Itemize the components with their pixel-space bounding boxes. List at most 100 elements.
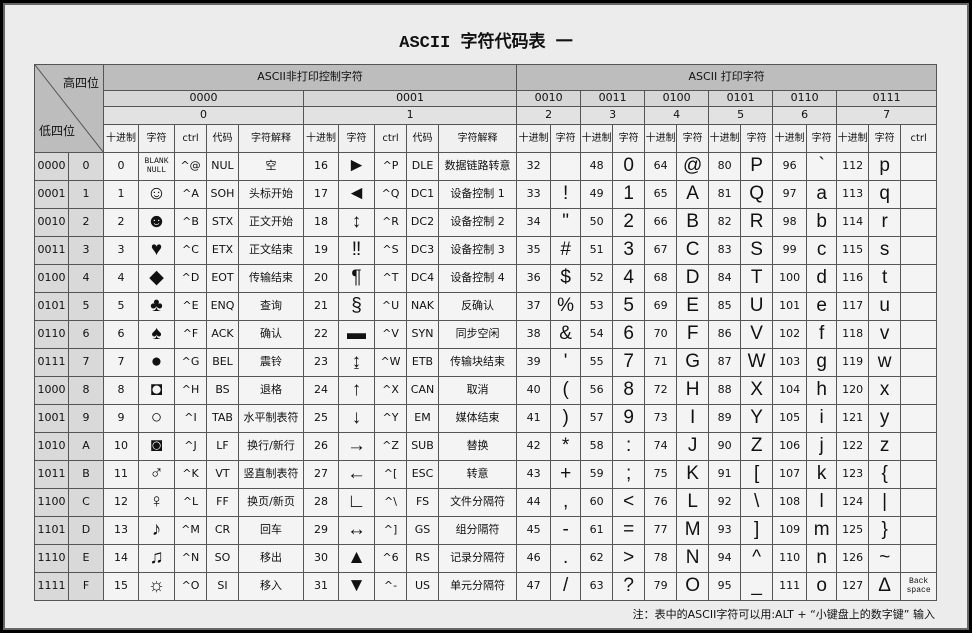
cell bbox=[900, 516, 938, 545]
char-cell: = bbox=[612, 516, 646, 545]
char-cell: 6 bbox=[612, 320, 646, 349]
cell: 设备控制 3 bbox=[437, 236, 518, 265]
cell bbox=[900, 348, 938, 377]
cell bbox=[900, 264, 938, 293]
char-cell: n bbox=[806, 544, 838, 573]
char-cell: c bbox=[806, 236, 838, 265]
cell: 60 bbox=[580, 488, 614, 517]
char-cell: A bbox=[676, 180, 710, 209]
cell: 73 bbox=[644, 404, 678, 433]
cell: 退格 bbox=[238, 376, 304, 405]
char-cell: | bbox=[868, 488, 902, 517]
cell bbox=[900, 488, 938, 517]
cell: GS bbox=[406, 516, 439, 545]
cell bbox=[900, 544, 938, 573]
char-cell: 0 bbox=[612, 152, 646, 181]
cell: ^K bbox=[174, 460, 207, 489]
header-row: 高四位 低四位 ASCII非打印控制字符 ASCII 打印字符 bbox=[34, 64, 938, 153]
row-header: 1101 bbox=[34, 516, 69, 545]
subheader: 字符 bbox=[138, 124, 175, 153]
cell: RS bbox=[406, 544, 439, 573]
char-cell: N bbox=[676, 544, 710, 573]
cell: ACK bbox=[206, 320, 239, 349]
cell: 8 bbox=[103, 376, 139, 405]
char-cell: ☻ bbox=[138, 208, 175, 237]
cell: 文件分隔符 bbox=[437, 488, 518, 517]
cell: 回车 bbox=[238, 516, 304, 545]
cell: 33 bbox=[516, 180, 552, 209]
cell: ^\ bbox=[374, 488, 407, 517]
cell: 94 bbox=[708, 544, 742, 573]
cell: 100 bbox=[772, 264, 808, 293]
cell: ^- bbox=[374, 572, 407, 601]
high-bits: 0001 bbox=[302, 90, 518, 107]
char-cell: ∟ bbox=[338, 488, 375, 517]
char-cell: ] bbox=[740, 516, 774, 545]
char-cell: ‼ bbox=[338, 236, 375, 265]
cell: 26 bbox=[303, 432, 339, 461]
subheader: 字符 bbox=[740, 124, 774, 153]
cell: LF bbox=[206, 432, 239, 461]
data-row: 1000 8 8 ◘ ^H BS 退格 24 ↑ ^X CAN 取消 40(56 8 72 H 88 X 104 h 1… bbox=[34, 376, 938, 405]
cell: 16 bbox=[303, 152, 339, 181]
char-cell: 2 bbox=[612, 208, 646, 237]
char-cell: p bbox=[868, 152, 902, 181]
cell: CAN bbox=[406, 376, 439, 405]
cell: 69 bbox=[644, 292, 678, 321]
char-cell: D bbox=[676, 264, 710, 293]
cell bbox=[900, 180, 938, 209]
cell: 65 bbox=[644, 180, 678, 209]
cell: 99 bbox=[772, 236, 808, 265]
cell: ^N bbox=[174, 544, 207, 573]
data-row: 0110 6 6 ♠ ^F ACK 确认 22 ▬ ^V SYN 同步空闲 38 & 54 6 70 F 86 V 10… bbox=[34, 320, 938, 349]
high-bits: 0010 bbox=[516, 90, 582, 107]
cell: ^C bbox=[174, 236, 207, 265]
char-cell: > bbox=[612, 544, 646, 573]
cell: ^R bbox=[374, 208, 407, 237]
cell: 107 bbox=[772, 460, 808, 489]
cell: 95 bbox=[708, 572, 742, 601]
cell: 47 bbox=[516, 572, 552, 601]
cell: 79 bbox=[644, 572, 678, 601]
char-cell: z bbox=[868, 432, 902, 461]
high-bits: 0011 bbox=[580, 90, 646, 107]
data-row: 1101 D 13 ♪ ^M CR 回车 29 ↔ ^] GS 组分隔符 45-61 = 77 M 93] 109… bbox=[34, 516, 938, 545]
cell: 81 bbox=[708, 180, 742, 209]
row-header: 0111 bbox=[34, 348, 69, 377]
cell: 记录分隔符 bbox=[437, 544, 518, 573]
char-cell: V bbox=[740, 320, 774, 349]
cell: 31 bbox=[303, 572, 339, 601]
data-row: 1011 B 11 ♂ ^K VT 竖直制表符 27 ← ^[ESC 转意 43 +59; 75 K 91[1… bbox=[34, 460, 938, 489]
row-header: 0101 bbox=[34, 292, 69, 321]
data-row: 0000 0 0 BLANK NULL ^@ NUL 空 16 ► ^P DLE 数据链路转意 32 48… bbox=[34, 152, 938, 181]
char-cell: ▼ bbox=[338, 572, 375, 601]
char-cell: ) bbox=[550, 404, 582, 433]
cell: ^O bbox=[174, 572, 207, 601]
cell: 36 bbox=[516, 264, 552, 293]
cell: 121 bbox=[836, 404, 870, 433]
char-cell: y bbox=[868, 404, 902, 433]
cell: 48 bbox=[580, 152, 614, 181]
cell: ^L bbox=[174, 488, 207, 517]
cell: 77 bbox=[644, 516, 678, 545]
group-header: ASCII非打印控制字符 bbox=[102, 64, 518, 91]
char-cell: ► bbox=[338, 152, 375, 181]
cell: ^T bbox=[374, 264, 407, 293]
cell: 19 bbox=[303, 236, 339, 265]
cell: 45 bbox=[516, 516, 552, 545]
char-cell: ↨ bbox=[338, 348, 375, 377]
cell: ^V bbox=[374, 320, 407, 349]
cell: 92 bbox=[708, 488, 742, 517]
cell: ^Q bbox=[374, 180, 407, 209]
subheader: 十进制 bbox=[103, 124, 139, 153]
char-cell: % bbox=[550, 292, 582, 321]
cell: 63 bbox=[580, 572, 614, 601]
cell: 127 bbox=[836, 572, 870, 601]
cell: 0 bbox=[103, 152, 139, 181]
char-cell: j bbox=[806, 432, 838, 461]
char-cell: ○ bbox=[138, 404, 175, 433]
cell: SUB bbox=[406, 432, 439, 461]
char-cell: X bbox=[740, 376, 774, 405]
cell bbox=[900, 152, 938, 181]
cell: 98 bbox=[772, 208, 808, 237]
